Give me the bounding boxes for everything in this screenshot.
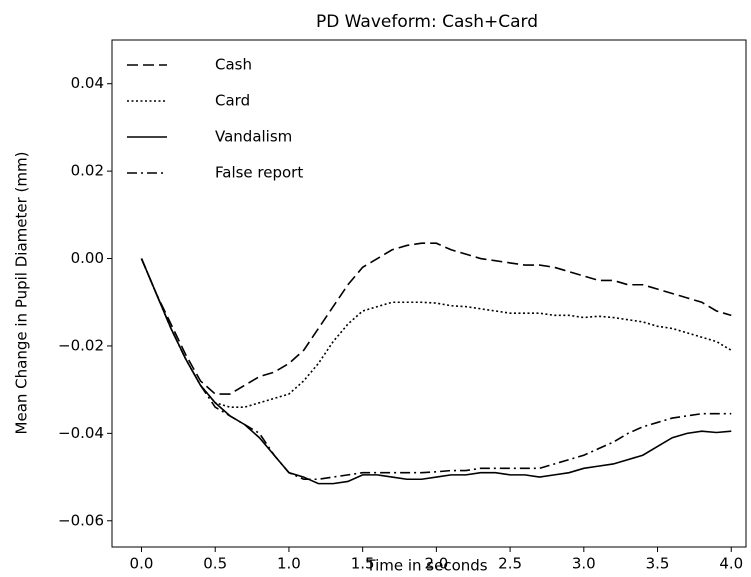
- x-tick-label: 0.0: [130, 555, 154, 573]
- x-tick-label: 0.5: [203, 555, 227, 573]
- y-tick-label: −0.02: [58, 336, 104, 354]
- y-tick-label: 0.00: [71, 249, 104, 267]
- y-tick-label: 0.02: [71, 162, 104, 180]
- y-axis-label: Mean Change in Pupil Diameter (mm): [13, 152, 31, 435]
- y-tick-label: −0.04: [58, 424, 104, 442]
- series-line: [140, 258, 732, 485]
- series-line: [140, 258, 732, 408]
- legend-label: Card: [215, 92, 250, 110]
- y-tick-label: 0.04: [71, 74, 104, 92]
- x-tick-label: 4.0: [719, 555, 743, 573]
- x-tick-label: 1.0: [277, 555, 301, 573]
- x-tick-label: 2.5: [498, 555, 522, 573]
- plot-frame: [111, 39, 747, 548]
- series-line: [140, 242, 732, 395]
- legend-label: Cash: [215, 56, 252, 74]
- series-line: [140, 258, 732, 481]
- y-tick-label: −0.06: [58, 511, 104, 529]
- x-tick-label: 3.0: [572, 555, 596, 573]
- x-axis-label: Time in seconds: [365, 557, 487, 575]
- x-tick-label: 1.5: [351, 555, 375, 573]
- x-tick-label: 3.5: [646, 555, 670, 573]
- legend-label: Vandalism: [215, 128, 292, 146]
- chart-title: PD Waveform: Cash+Card: [316, 12, 538, 32]
- legend-label: False report: [215, 164, 303, 182]
- x-tick-label: 2.0: [424, 555, 448, 573]
